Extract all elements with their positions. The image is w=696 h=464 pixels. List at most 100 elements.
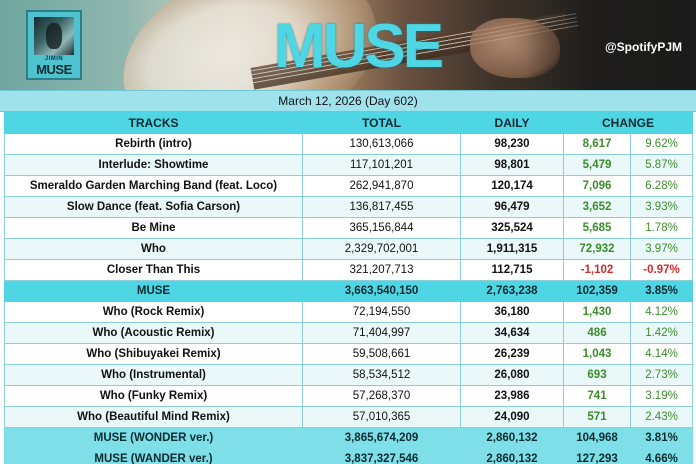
daily-change: 104,968: [563, 427, 631, 449]
daily-streams: 26,080: [460, 364, 564, 386]
daily-change-percent: 6.28%: [629, 175, 694, 197]
track-name: Who: [4, 238, 303, 260]
track-name: Smeraldo Garden Marching Band (feat. Loc…: [4, 175, 303, 197]
daily-streams: 24,090: [460, 406, 564, 428]
album-cover-artist: JIMIN: [44, 56, 64, 62]
track-name: MUSE (WONDER ver.): [4, 427, 303, 449]
daily-change-percent: 3.19%: [629, 385, 694, 407]
total-streams: 136,817,455: [302, 196, 461, 218]
total-streams: 2,329,702,001: [302, 238, 461, 260]
daily-change: 102,359: [563, 280, 631, 302]
daily-change-percent: 3.81%: [629, 427, 694, 449]
album-cover-art: [34, 17, 74, 55]
track-name: MUSE: [4, 280, 303, 302]
daily-change: 72,932: [563, 238, 631, 260]
table-row: Who (Beautiful Mind Remix) 57,010,365 24,0…: [4, 406, 694, 428]
table-row: Who (Acoustic Remix) 71,404,997 34,634 486 1…: [4, 322, 694, 344]
total-streams: 3,837,327,546: [302, 448, 461, 464]
total-streams: 59,508,661: [302, 343, 461, 365]
account-handle: @SpotifyPJM: [604, 40, 682, 54]
table-header-row: TRACKS TOTAL DAILY CHANGE: [4, 112, 694, 134]
header-banner: JIMIN MUSE MUSE @SpotifyPJM: [0, 0, 696, 90]
track-name: Rebirth (intro): [4, 133, 303, 155]
total-streams: 321,207,713: [302, 259, 461, 281]
daily-streams: 36,180: [460, 301, 564, 323]
track-name: Who (Beautiful Mind Remix): [4, 406, 303, 428]
table-row: Who (Shibuyakei Remix) 59,508,661 26,239 1,…: [4, 343, 694, 365]
daily-change: 486: [563, 322, 631, 344]
total-streams: 3,663,540,150: [302, 280, 461, 302]
table-row: Interlude: Showtime 117,101,201 98,801 5,47…: [4, 154, 694, 176]
daily-streams: 120,174: [460, 175, 564, 197]
daily-change-percent: 1.78%: [629, 217, 694, 239]
daily-streams: 2,860,132: [460, 427, 564, 449]
track-name: MUSE (WANDER ver.): [4, 448, 303, 464]
track-name: Slow Dance (feat. Sofia Carson): [4, 196, 303, 218]
daily-streams: 325,524: [460, 217, 564, 239]
daily-change: 1,043: [563, 343, 631, 365]
total-streams: 58,534,512: [302, 364, 461, 386]
daily-change: 1,430: [563, 301, 631, 323]
table-row: Who (Instrumental) 58,534,512 26,080 693 2.7…: [4, 364, 694, 386]
daily-change: 5,685: [563, 217, 631, 239]
daily-change: 741: [563, 385, 631, 407]
daily-change-percent: 4.12%: [629, 301, 694, 323]
date-line: March 12, 2026 (Day 602): [0, 90, 696, 112]
daily-change: 127,293: [563, 448, 631, 464]
daily-change-percent: -0.97%: [629, 259, 694, 281]
daily-change-percent: 4.66%: [629, 448, 694, 464]
daily-streams: 98,801: [460, 154, 564, 176]
table-row: Who 2,329,702,001 1,911,315 72,932 3.97%: [4, 238, 694, 260]
total-streams: 262,941,870: [302, 175, 461, 197]
daily-streams: 34,634: [460, 322, 564, 344]
total-streams: 3,865,674,209: [302, 427, 461, 449]
daily-streams: 2,763,238: [460, 280, 564, 302]
track-name: Who (Rock Remix): [4, 301, 303, 323]
table-row: Be Mine 365,156,844 325,524 5,685 1.78%: [4, 217, 694, 239]
daily-change-percent: 3.97%: [629, 238, 694, 260]
daily-change-percent: 1.42%: [629, 322, 694, 344]
daily-streams: 2,860,132: [460, 448, 564, 464]
track-name: Be Mine: [4, 217, 303, 239]
total-streams: 57,268,370: [302, 385, 461, 407]
total-streams: 57,010,365: [302, 406, 461, 428]
table-body: Rebirth (intro) 130,613,066 98,230 8,617 9.6…: [4, 133, 694, 464]
album-cover: JIMIN MUSE: [26, 10, 82, 80]
daily-streams: 112,715: [460, 259, 564, 281]
daily-change-percent: 9.62%: [629, 133, 694, 155]
total-streams: 365,156,844: [302, 217, 461, 239]
total-streams: 72,194,550: [302, 301, 461, 323]
daily-streams: 96,479: [460, 196, 564, 218]
album-cover-title: MUSE: [36, 62, 72, 77]
version-total-row: MUSE (WANDER ver.) 3,837,327,546 2,860,132…: [4, 448, 694, 464]
daily-change: 571: [563, 406, 631, 428]
daily-change-percent: 2.73%: [629, 364, 694, 386]
column-header-tracks: TRACKS: [4, 112, 303, 134]
track-name: Who (Instrumental): [4, 364, 303, 386]
table-row: Smeraldo Garden Marching Band (feat. Loc…: [4, 175, 694, 197]
column-header-change: CHANGE: [562, 112, 694, 134]
table-row: Rebirth (intro) 130,613,066 98,230 8,617 9.6…: [4, 133, 694, 155]
version-total-row: MUSE (WONDER ver.) 3,865,674,209 2,860,132…: [4, 427, 694, 449]
daily-change-percent: 3.93%: [629, 196, 694, 218]
column-header-daily: DAILY: [460, 112, 564, 134]
track-name: Who (Funky Remix): [4, 385, 303, 407]
daily-change: 693: [563, 364, 631, 386]
muse-logo: MUSE: [274, 12, 444, 81]
track-name: Who (Shibuyakei Remix): [4, 343, 303, 365]
daily-streams: 23,986: [460, 385, 564, 407]
daily-change-percent: 4.14%: [629, 343, 694, 365]
daily-change-percent: 3.85%: [629, 280, 694, 302]
album-total-row: MUSE 3,663,540,150 2,763,238 102,359 3.85%: [4, 280, 694, 302]
total-streams: 71,404,997: [302, 322, 461, 344]
banner-shade: [526, 0, 696, 90]
table-row: Who (Funky Remix) 57,268,370 23,986 741 3.19…: [4, 385, 694, 407]
table-row: Slow Dance (feat. Sofia Carson) 136,817,4…: [4, 196, 694, 218]
daily-change-percent: 5.87%: [629, 154, 694, 176]
daily-streams: 98,230: [460, 133, 564, 155]
daily-change-percent: 2.43%: [629, 406, 694, 428]
daily-change: -1,102: [563, 259, 631, 281]
track-name: Interlude: Showtime: [4, 154, 303, 176]
daily-change: 7,096: [563, 175, 631, 197]
total-streams: 130,613,066: [302, 133, 461, 155]
